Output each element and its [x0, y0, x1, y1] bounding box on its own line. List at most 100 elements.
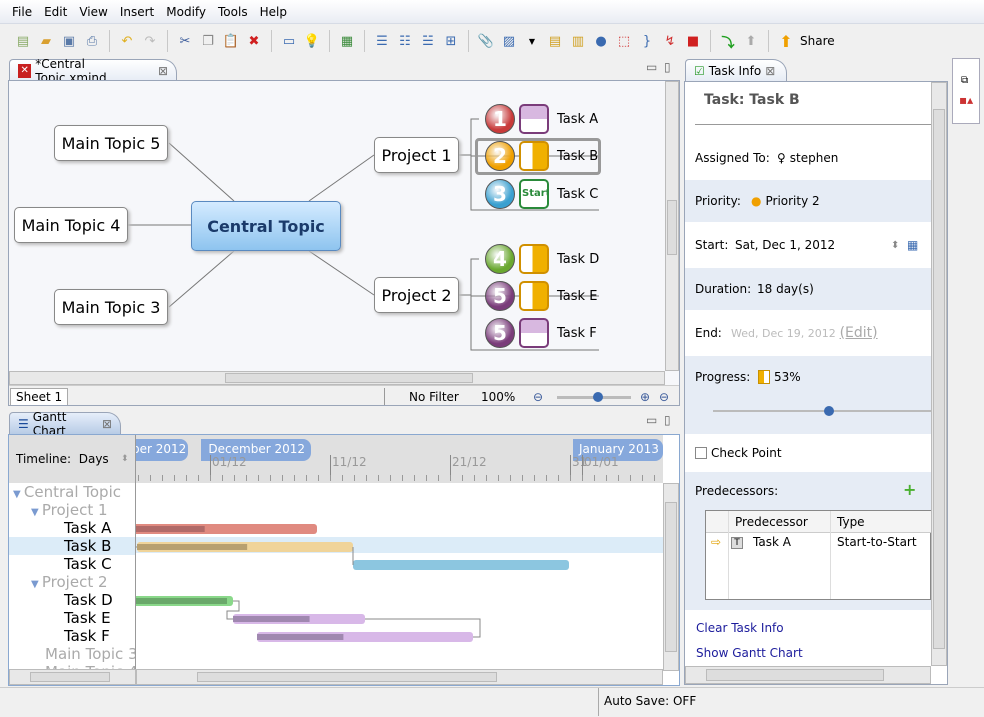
table-row[interactable]: ⇨ T Task A Start-to-Start	[706, 535, 932, 553]
main-topic-5[interactable]: Main Topic 5	[54, 125, 168, 161]
undo-icon[interactable]: ↶	[121, 33, 133, 49]
save-icon[interactable]: ▣	[62, 33, 76, 49]
note-icon[interactable]: ▥	[571, 33, 585, 49]
tree-item[interactable]: Task B	[9, 537, 135, 555]
hyperlink-icon[interactable]: ●	[595, 33, 607, 49]
attachment-icon[interactable]: 📎	[477, 33, 495, 49]
vertical-scrollbar[interactable]	[665, 81, 679, 371]
menu-file[interactable]: File	[12, 4, 33, 19]
vertical-scrollbar[interactable]	[663, 483, 679, 671]
chart-horizontal-scrollbar[interactable]	[136, 669, 663, 685]
timeline-selector[interactable]: Timeline: Days ⬍	[9, 435, 136, 483]
brainstorm-icon[interactable]: 💡	[303, 33, 321, 49]
tree-item[interactable]: ▼ Central Topic	[9, 483, 135, 501]
tree-item[interactable]: ▼ Project 1	[9, 501, 135, 519]
task-bar[interactable]	[353, 560, 569, 570]
tree-item[interactable]: Task D	[9, 591, 135, 609]
insert-subtopic-icon[interactable]: ☷	[399, 33, 411, 49]
copy-icon[interactable]: ❐	[202, 33, 214, 49]
dropdown-arrow-icon[interactable]: ▼	[528, 36, 536, 46]
project-1[interactable]: Project 1	[374, 137, 459, 173]
main-topic-3[interactable]: Main Topic 3	[54, 289, 168, 325]
progress-slider[interactable]	[713, 406, 931, 416]
zoom-slider[interactable]	[557, 392, 631, 402]
spinner-icon[interactable]: ⬍	[891, 239, 900, 251]
timeline-value[interactable]: Days	[78, 452, 109, 466]
minimize-icon[interactable]: ▭	[646, 413, 658, 427]
horizontal-scrollbar[interactable]	[685, 666, 931, 684]
redo-icon[interactable]: ↷	[144, 33, 156, 49]
checkpoint-checkbox[interactable]	[695, 447, 707, 459]
boundary-icon[interactable]: ⬚	[617, 33, 631, 49]
close-icon[interactable]: ⊠	[765, 63, 776, 78]
insert-topic-before-icon[interactable]: ☱	[422, 33, 434, 49]
show-gantt-chart-link[interactable]: Show Gantt Chart	[696, 646, 803, 660]
minimize-icon[interactable]: ▭	[646, 60, 658, 74]
start-date-field[interactable]: Sat, Dec 1, 2012	[735, 238, 836, 252]
spinner-icon[interactable]: ⬍	[121, 454, 129, 464]
task-topic[interactable]: 2 Task B	[485, 141, 598, 171]
tab-gantt[interactable]: ☰ Gantt Chart ⊠	[9, 410, 121, 438]
insert-topic-icon[interactable]: ☰	[376, 33, 388, 49]
print-icon[interactable]: ⎙	[86, 33, 98, 49]
menu-view[interactable]: View	[79, 4, 108, 19]
label-icon[interactable]: ▤	[548, 33, 562, 49]
filter-label[interactable]: No Filter	[409, 389, 459, 404]
shapes-icon[interactable]: ▪▴	[959, 93, 974, 107]
tree-item[interactable]: Task C	[9, 555, 135, 573]
assigned-value[interactable]: stephen	[789, 151, 839, 165]
expand-icon[interactable]: ▼	[31, 507, 42, 518]
task-topic[interactable]: 1 Task A	[485, 104, 598, 134]
tree-item[interactable]: ▼ Project 2	[9, 573, 135, 591]
menu-edit[interactable]: Edit	[44, 4, 68, 19]
maximize-icon[interactable]: ▯	[664, 60, 671, 74]
add-predecessor-icon[interactable]: +	[903, 480, 917, 499]
priority-value[interactable]: Priority 2	[765, 194, 820, 208]
menu-tools[interactable]: Tools	[218, 4, 248, 19]
task-topic[interactable]: 3 Start Task C	[485, 179, 598, 209]
edit-end-link[interactable]: (Edit)	[839, 325, 878, 341]
drill-up-icon[interactable]: ⬆	[745, 33, 757, 49]
tab-task-info[interactable]: ☑ Task Info ⊠	[685, 59, 787, 81]
tree-item[interactable]: Main Topic 3	[9, 645, 135, 663]
task-topic[interactable]: 4 Task D	[485, 244, 599, 274]
central-topic[interactable]: Central Topic	[191, 201, 341, 251]
image-icon[interactable]: ▨	[502, 33, 516, 49]
close-icon[interactable]: ⊠	[101, 416, 112, 431]
tree-item[interactable]: Main Topic 4	[9, 663, 135, 671]
presentation-icon[interactable]: ▭	[282, 33, 296, 49]
task-topic[interactable]: 5 Task E	[485, 281, 597, 311]
tree-horizontal-scrollbar[interactable]	[9, 669, 136, 685]
relationship-icon[interactable]: ↯	[664, 33, 676, 49]
column-header-predecessor[interactable]: Predecessor	[735, 515, 808, 529]
restore-icon[interactable]: ⧉	[961, 75, 969, 86]
mind-map-canvas[interactable]: Main Topic 5 Main Topic 4 Main Topic 3 C…	[8, 80, 680, 406]
delete-icon[interactable]: ✖	[248, 33, 260, 49]
open-icon[interactable]: ▰	[41, 33, 51, 49]
menu-help[interactable]: Help	[259, 4, 287, 19]
horizontal-scrollbar[interactable]	[9, 371, 665, 385]
task-topic[interactable]: 5 Task F	[485, 318, 597, 348]
share-icon[interactable]: ⬆	[779, 31, 793, 51]
autosave-status[interactable]: Auto Save: OFF	[604, 694, 697, 708]
drill-down-icon[interactable]: ⤵	[721, 35, 735, 51]
main-topic-4[interactable]: Main Topic 4	[14, 207, 128, 243]
new-sheet-icon[interactable]: ▦	[340, 33, 354, 49]
zoom-reset-icon[interactable]: ⊖	[659, 389, 670, 404]
menu-insert[interactable]: Insert	[119, 4, 155, 19]
close-icon[interactable]: ⊠	[157, 63, 168, 78]
share-button[interactable]: Share	[800, 34, 835, 48]
zoom-out-icon[interactable]: ⊖	[533, 389, 544, 404]
tab-editor[interactable]: ✕ *Central Topic.xmind ⊠	[9, 57, 177, 85]
column-header-type[interactable]: Type	[837, 515, 865, 529]
project-2[interactable]: Project 2	[374, 277, 459, 313]
duration-value[interactable]: 18 day(s)	[757, 282, 814, 296]
paste-icon[interactable]: 📋	[222, 33, 240, 49]
tree-item[interactable]: Task A	[9, 519, 135, 537]
sheet-tab[interactable]: Sheet 1	[10, 387, 69, 405]
tree-item[interactable]: Task F	[9, 627, 135, 645]
zoom-in-icon[interactable]: ⊕	[640, 389, 651, 404]
calendar-icon[interactable]: ▦	[907, 238, 919, 252]
stop-icon[interactable]: ■	[686, 33, 700, 49]
clear-task-info-link[interactable]: Clear Task Info	[696, 621, 784, 635]
